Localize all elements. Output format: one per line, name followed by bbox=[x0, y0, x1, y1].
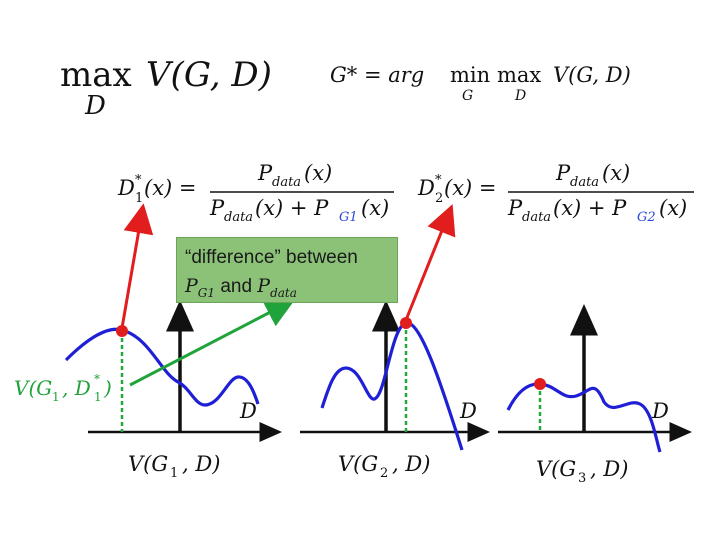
d1-optimal-formula: D 1 * (x) = P data (x) P data (x) + P G1… bbox=[117, 161, 394, 225]
callout-p-data: P bbox=[257, 275, 271, 297]
max-subscript: D bbox=[84, 91, 106, 121]
plot-1: D V(G 1 , D) bbox=[64, 300, 282, 481]
d2-lhs-arg: (x) = bbox=[444, 176, 497, 200]
d1-lhs-arg: (x) = bbox=[144, 176, 197, 200]
plot-2-curve bbox=[320, 321, 464, 451]
value-label-mid: , D bbox=[62, 376, 91, 400]
d1-lhs-sup: * bbox=[135, 173, 142, 188]
d2-denominator-end: (x) bbox=[659, 196, 687, 220]
d1-denominator-plus: (x) + P bbox=[255, 196, 329, 220]
d1-numerator-arg: (x) bbox=[304, 161, 332, 185]
d2-denominator-sub: data bbox=[522, 210, 551, 225]
d2-numerator-arg: (x) bbox=[602, 161, 630, 185]
d1-denominator-g1: G1 bbox=[339, 210, 358, 225]
d1-denominator-p: P bbox=[209, 196, 225, 220]
d2-numerator: P bbox=[555, 161, 571, 185]
plot-3: D V(G 3 , D) bbox=[498, 304, 692, 486]
max-operator-2: max bbox=[497, 63, 541, 87]
d2-denominator-g2: G2 bbox=[637, 210, 656, 225]
red-arrow-d2 bbox=[404, 204, 456, 321]
plot-2-caption: V(G 2 , D) bbox=[338, 452, 430, 481]
plot-2-caption-end: , D) bbox=[392, 452, 430, 476]
plot-2-caption-text: V(G bbox=[338, 452, 378, 476]
callout-p-g1: P bbox=[185, 275, 198, 297]
d2-lhs: D bbox=[417, 176, 435, 200]
value-label-text: V(G bbox=[14, 376, 52, 400]
callout-p-g1-sub: G1 bbox=[197, 285, 216, 300]
plot-2: D V(G 2 , D) bbox=[300, 300, 490, 481]
plot-2-axis-label: D bbox=[459, 399, 477, 423]
d2-numerator-sub: data bbox=[570, 175, 599, 190]
plot-3-caption: V(G 3 , D) bbox=[536, 457, 628, 486]
plot-1-curve bbox=[64, 327, 260, 407]
d2-lhs-sup: * bbox=[435, 173, 442, 188]
d1-denominator-sub: data bbox=[224, 210, 253, 225]
d1-lhs: D bbox=[117, 176, 135, 200]
min-subscript: G bbox=[462, 88, 473, 104]
g-star-label: G* = arg bbox=[330, 63, 424, 87]
value-label-mid-sup: * bbox=[94, 372, 100, 386]
d2-denominator-plus: (x) + P bbox=[553, 196, 627, 220]
objective-function-2: V(G, D) bbox=[553, 63, 631, 87]
callout-line-2: PG1 and Pdata bbox=[185, 272, 389, 307]
d1-numerator-sub: data bbox=[272, 175, 301, 190]
value-label-sub: 1 bbox=[52, 390, 60, 404]
d2-optimal-formula: D 2 * (x) = P data (x) P data (x) + P G2… bbox=[417, 161, 694, 225]
difference-callout: “difference” between PG1 and Pdata bbox=[176, 237, 398, 303]
green-arrow-difference bbox=[129, 299, 296, 387]
plot-1-axis-label: D bbox=[239, 399, 257, 423]
value-at-optimum-label: V(G 1 , D 1 * ) bbox=[14, 372, 112, 404]
plot-1-caption: V(G 1 , D) bbox=[128, 452, 220, 481]
plot-1-caption-sub: 1 bbox=[170, 466, 178, 481]
plot-1-caption-end: , D) bbox=[182, 452, 220, 476]
value-label-end: ) bbox=[103, 376, 112, 400]
d1-lhs-sub: 1 bbox=[135, 191, 143, 206]
callout-p-data-sub: data bbox=[270, 285, 297, 300]
max-subscript-2: D bbox=[514, 88, 526, 104]
d2-lhs-sub: 2 bbox=[435, 191, 443, 206]
optimal-generator-formula: G* = arg min G max D V(G, D) bbox=[330, 63, 631, 104]
objective-function: V(G, D) bbox=[146, 55, 272, 95]
plot-2-caption-sub: 2 bbox=[380, 466, 388, 481]
plot-3-max-marker bbox=[534, 378, 546, 390]
plot-2-max-marker bbox=[400, 317, 412, 329]
d1-numerator: P bbox=[257, 161, 273, 185]
value-label-mid-sub: 1 bbox=[94, 390, 102, 404]
plot-3-caption-text: V(G bbox=[536, 457, 576, 481]
callout-and: and bbox=[220, 276, 253, 297]
d2-denominator-p: P bbox=[507, 196, 523, 220]
d1-denominator-end: (x) bbox=[361, 196, 389, 220]
callout-line-1: “difference” between bbox=[185, 247, 358, 268]
plot-1-caption-text: V(G bbox=[128, 452, 168, 476]
plot-3-axis-label: D bbox=[651, 399, 669, 423]
objective-formula: max D V(G, D) bbox=[60, 55, 272, 121]
plot-3-caption-sub: 3 bbox=[578, 471, 586, 486]
plot-1-max-marker bbox=[116, 325, 128, 337]
plot-3-caption-end: , D) bbox=[590, 457, 628, 481]
max-operator: max bbox=[60, 55, 132, 95]
red-arrow-d1 bbox=[120, 203, 154, 329]
min-operator: min bbox=[450, 63, 490, 87]
